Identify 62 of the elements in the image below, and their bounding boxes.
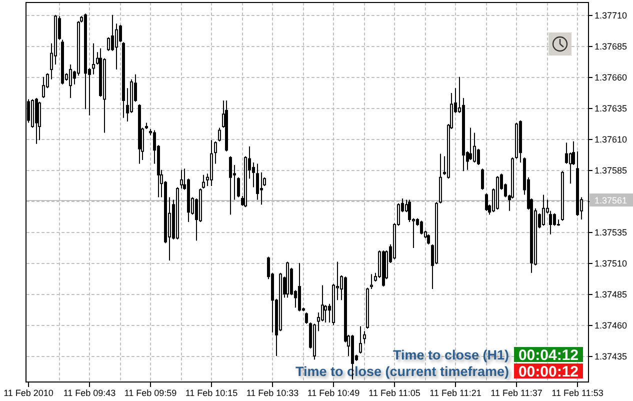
- candlestick: [237, 176, 240, 198]
- candlestick: [359, 326, 362, 354]
- x-tick-label: 11 Feb 09:59: [124, 388, 177, 398]
- candlestick: [229, 156, 232, 216]
- candlestick: [549, 210, 552, 235]
- x-tick-label: 11 Feb 09:43: [63, 388, 116, 398]
- candlestick: [305, 312, 308, 324]
- y-tick-label: 1.37585: [594, 166, 628, 176]
- candlestick: [256, 163, 259, 200]
- candlestick: [92, 42, 95, 75]
- x-tick-label: 11 Feb 11:05: [368, 388, 420, 398]
- x-tick-label: 11 Feb 11:21: [430, 388, 482, 398]
- candlestick: [38, 101, 41, 141]
- candlestick: [180, 169, 183, 190]
- candlestick: [485, 192, 488, 212]
- candlestick: [542, 194, 545, 226]
- candlestick: [473, 132, 476, 163]
- candlestick: [69, 64, 72, 98]
- candlestick: [107, 36, 110, 52]
- y-tick-label: 1.37610: [594, 134, 628, 145]
- candlestick: [363, 330, 366, 344]
- candlestick: [481, 168, 484, 190]
- x-tick-label: 11 Feb 10:15: [185, 388, 238, 398]
- candlestick: [42, 76, 45, 98]
- candlestick: [298, 262, 301, 312]
- candlestick: [252, 162, 255, 188]
- x-tick-label: 11 Feb 2010: [4, 388, 54, 398]
- candlestick: [214, 140, 217, 164]
- annotation: 00:04:12: [518, 346, 579, 364]
- candlestick: [35, 97, 38, 144]
- candlestick: [477, 148, 480, 166]
- x-tick-label: 11 Feb 11:53: [552, 388, 604, 398]
- x-tick-label: 11 Feb 10:49: [307, 388, 360, 398]
- candlestick: [324, 304, 327, 323]
- y-tick-label: 1.37510: [594, 258, 628, 269]
- y-tick-label: 1.37535: [594, 228, 628, 238]
- candlestick: [420, 220, 423, 235]
- y-tick-label: 1.37710: [594, 10, 628, 21]
- y-tick-label: 1.37435: [594, 352, 628, 362]
- candlestick: [321, 284, 324, 322]
- candlestick: [469, 127, 472, 161]
- y-tick-label: 1.37460: [594, 320, 628, 331]
- annotation: Time to close (H1): [392, 347, 509, 362]
- ref-line-label: 1.37561: [594, 196, 628, 206]
- candlestick: [260, 172, 263, 206]
- x-tick-label: 11 Feb 10:33: [246, 388, 299, 398]
- candlestick: [408, 199, 411, 223]
- candlestick: [370, 274, 373, 290]
- candlestick: [115, 23, 118, 70]
- y-tick-label: 1.37660: [594, 72, 628, 83]
- candlestick: [553, 212, 556, 226]
- candlestick: [569, 152, 572, 184]
- x-tick-label: 11 Feb 11:37: [490, 388, 542, 398]
- annotation: 00:00:12: [518, 363, 579, 380]
- candlestick: [427, 234, 430, 245]
- y-tick-label: 1.37685: [594, 42, 628, 52]
- candlestick: [565, 142, 568, 164]
- y-tick-label: 1.37635: [594, 104, 628, 114]
- candlestick: [218, 127, 221, 142]
- candlestick: [202, 174, 205, 190]
- candlestick: [111, 14, 114, 52]
- y-tick-label: 1.37485: [594, 290, 628, 300]
